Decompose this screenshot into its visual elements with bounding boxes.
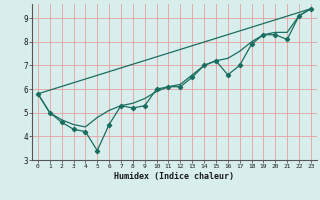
X-axis label: Humidex (Indice chaleur): Humidex (Indice chaleur) bbox=[115, 172, 234, 181]
